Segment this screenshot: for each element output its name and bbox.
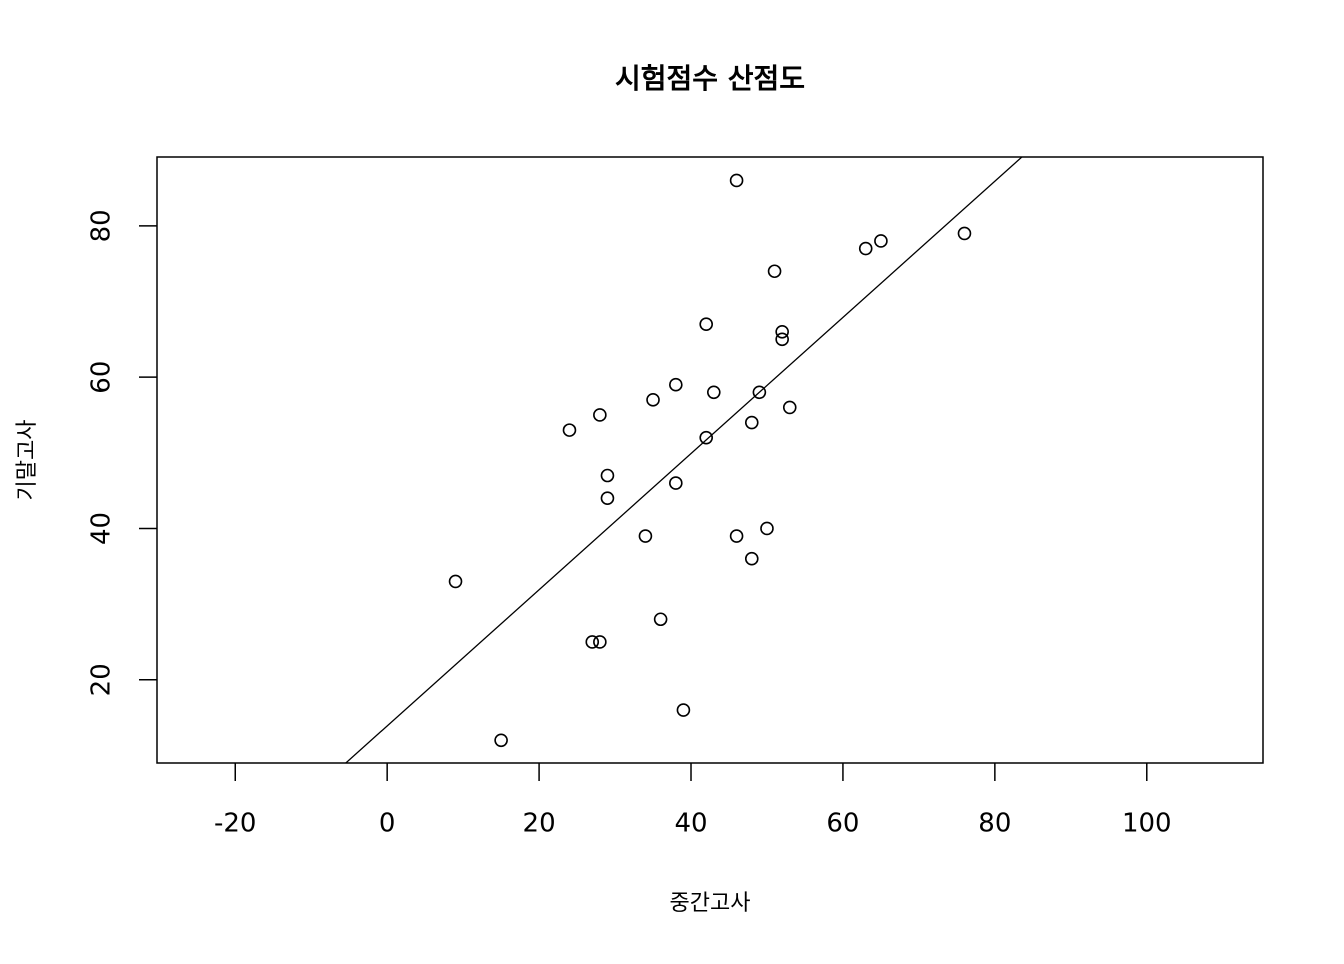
point <box>957 226 972 241</box>
point <box>782 400 797 415</box>
point <box>676 703 691 717</box>
point <box>638 529 653 543</box>
point <box>600 491 615 506</box>
y-tick-label: 20 <box>87 663 117 696</box>
point <box>775 324 789 339</box>
point <box>729 529 744 543</box>
y-tick-label: 60 <box>87 361 117 394</box>
x-tick-label: 40 <box>674 809 707 839</box>
point <box>775 332 789 347</box>
x-tick-label: -20 <box>214 809 256 839</box>
point <box>706 385 721 400</box>
point <box>752 385 767 400</box>
plot-frame <box>156 156 1264 764</box>
x-tick-label: 80 <box>978 809 1011 839</box>
point <box>699 317 714 331</box>
point <box>729 173 744 188</box>
x-tick-label: 60 <box>826 809 859 839</box>
point <box>585 635 600 649</box>
point <box>767 264 782 279</box>
point <box>653 612 668 627</box>
point <box>669 377 683 392</box>
y-axis-label: 기말고사 <box>15 420 40 501</box>
point <box>600 468 615 483</box>
x-axis-label: 중간고사 <box>670 891 751 916</box>
x-tick-label: 20 <box>523 809 556 839</box>
regression-line <box>344 157 1023 763</box>
x-tick-label: 0 <box>379 809 396 839</box>
point <box>593 408 607 422</box>
point <box>448 574 463 589</box>
point <box>669 476 683 490</box>
y-tick-label: 80 <box>87 209 117 242</box>
point <box>744 415 759 430</box>
point <box>593 635 607 649</box>
point <box>874 234 888 248</box>
point <box>699 430 714 445</box>
point <box>646 393 660 407</box>
chart-title: 시험점수 산점도 <box>615 62 805 95</box>
point <box>494 733 508 748</box>
x-tick-label: 100 <box>1122 809 1172 839</box>
point <box>760 521 774 536</box>
y-tick-label: 40 <box>87 512 117 545</box>
point <box>562 423 577 437</box>
point <box>744 551 759 566</box>
point <box>858 241 873 256</box>
